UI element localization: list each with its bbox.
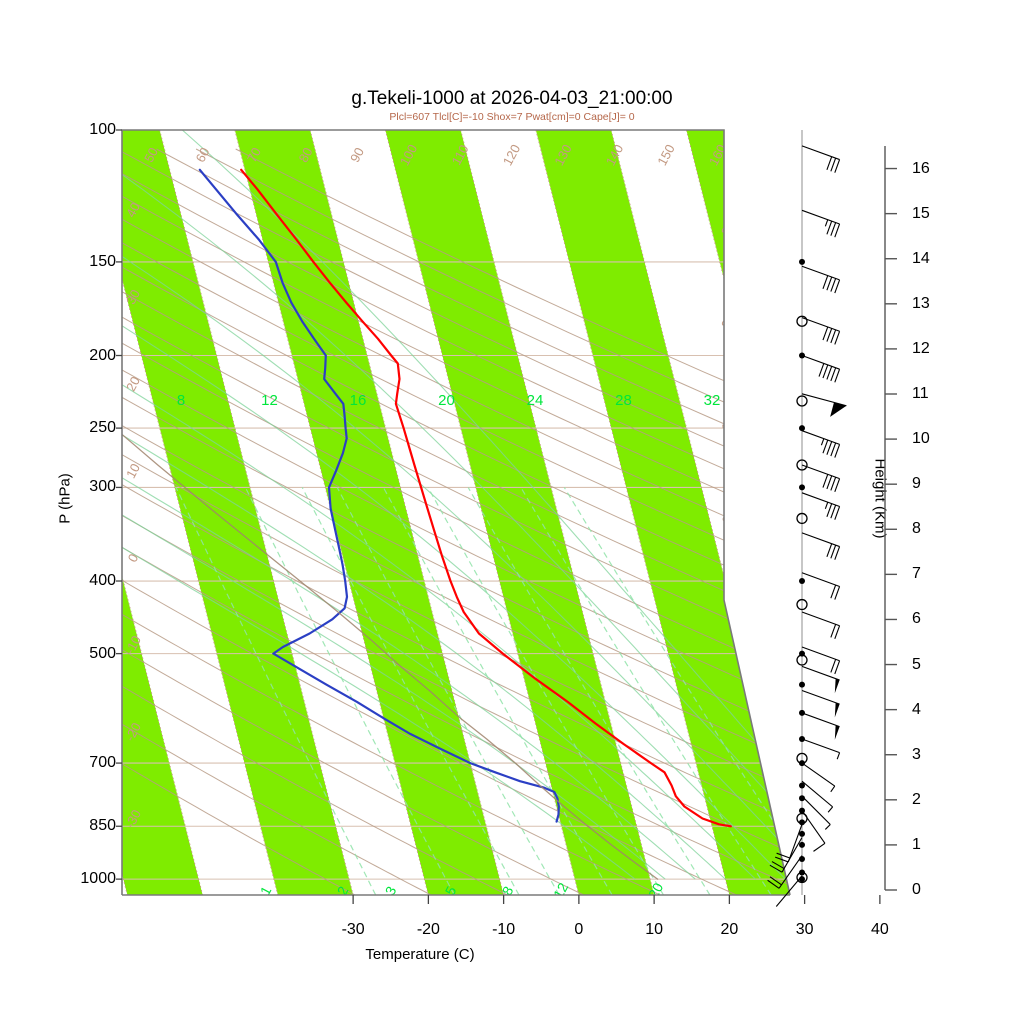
height-tick: 6 [912, 610, 921, 628]
pressure-tick: 300 [89, 478, 116, 496]
temperature-tick: -30 [341, 921, 365, 938]
wind-barb [775, 875, 803, 907]
wind-barb [801, 689, 840, 718]
wind-barb [801, 646, 841, 675]
temperature-tick: 30 [795, 921, 814, 938]
svg-text:60: 60 [193, 145, 213, 165]
svg-text:30: 30 [123, 287, 143, 307]
pressure-tick: 1000 [80, 870, 116, 888]
wind-barb [801, 795, 831, 830]
svg-text:1: 1 [257, 883, 275, 898]
pressure-tick: 400 [89, 572, 116, 590]
height-tick: 11 [912, 385, 929, 402]
height-tick: 7 [912, 565, 921, 583]
svg-text:10: 10 [733, 595, 753, 615]
wind-barb [801, 145, 841, 173]
height-tick: 5 [912, 655, 921, 673]
wind-barb [801, 762, 836, 793]
svg-text:28: 28 [615, 392, 632, 409]
wind-barb [801, 810, 826, 852]
pressure-tick: 500 [89, 644, 116, 662]
wind-barb [801, 572, 841, 600]
pressure-tick: 100 [89, 121, 116, 138]
wind-barb [801, 464, 841, 493]
temperature-tick: -20 [416, 921, 440, 938]
wind-barb [801, 780, 834, 813]
svg-text:20: 20 [438, 392, 455, 409]
height-tick: 2 [912, 790, 921, 808]
wind-barb [801, 492, 841, 520]
wind-barb [801, 317, 841, 345]
height-tick: 1 [912, 835, 921, 853]
height-tick: 0 [912, 881, 921, 898]
svg-text:20: 20 [123, 374, 143, 394]
svg-text:5: 5 [442, 883, 460, 898]
height-tick: 4 [912, 700, 921, 718]
wind-barb [801, 712, 840, 740]
temperature-tick: 20 [720, 921, 739, 938]
pressure-tick: 850 [89, 817, 116, 835]
svg-text:2: 2 [334, 883, 352, 898]
svg-text:80: 80 [296, 145, 316, 165]
chart-subtitle: Plcl=607 Tlcl[C]=-10 Shox=7 Pwat[cm]=0 C… [389, 111, 635, 123]
svg-text:8: 8 [177, 392, 185, 409]
height-tick: 13 [912, 294, 930, 312]
wind-barb [801, 665, 840, 694]
x-axis-label: Temperature (C) [365, 946, 475, 963]
height-tick: 16 [912, 159, 930, 177]
height-tick: 8 [912, 520, 921, 538]
pressure-tick-labels: 100 150 200 250 300 400 500 700 850 1000 [52, 0, 116, 1024]
wind-barb [769, 837, 803, 873]
wind-barb [767, 855, 803, 889]
wind-barb [801, 393, 847, 417]
pressure-tick: 150 [89, 252, 116, 270]
height-tick: 14 [912, 249, 930, 267]
height-tick: 10 [912, 430, 930, 448]
height-tick: 9 [912, 475, 921, 493]
svg-text:50: 50 [141, 145, 161, 165]
svg-text:24: 24 [527, 392, 544, 409]
wind-barb [774, 824, 803, 863]
wind-barb [801, 611, 841, 640]
temperature-tick: 10 [645, 921, 664, 938]
height-tick: 3 [912, 745, 921, 763]
svg-text:16: 16 [350, 392, 367, 409]
svg-text:90: 90 [347, 145, 367, 165]
wind-barb [801, 354, 841, 383]
pressure-tick: 200 [89, 346, 116, 364]
temperature-tick: -10 [492, 921, 516, 938]
wind-barb [801, 265, 841, 294]
svg-text:8: 8 [499, 883, 517, 898]
pressure-tick: 700 [89, 754, 116, 772]
height-tick: 15 [912, 204, 930, 222]
temperature-tick: 40 [870, 921, 889, 938]
wind-barb [801, 738, 841, 760]
svg-text:12: 12 [261, 392, 278, 409]
svg-text:3: 3 [382, 883, 400, 898]
height-tick: 12 [912, 339, 930, 357]
wind-barb [801, 430, 841, 458]
pressure-tick: 250 [89, 419, 116, 437]
svg-text:70: 70 [244, 145, 264, 165]
svg-text:32: 32 [704, 392, 721, 409]
temperature-tick: 0 [574, 921, 584, 938]
wind-barb [801, 532, 841, 560]
wind-barb [801, 209, 841, 238]
page-title: g.Tekeli-1000 at 2026-04-03_21:00:00 [351, 88, 673, 109]
svg-text:10: 10 [123, 461, 143, 481]
svg-text:40: 40 [123, 200, 143, 220]
svg-text:20: 20 [761, 643, 781, 663]
